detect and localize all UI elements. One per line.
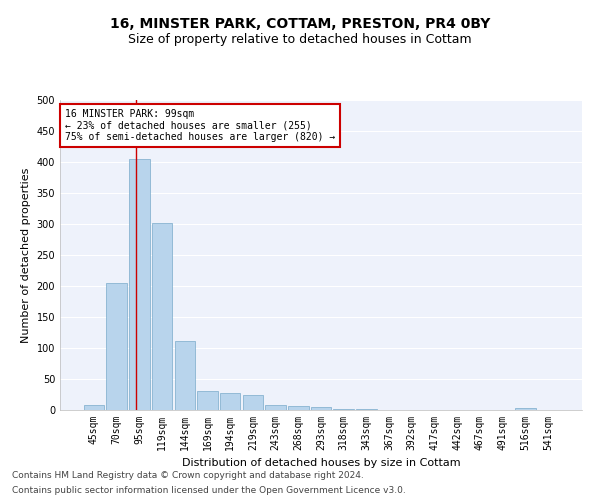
Bar xyxy=(242,394,263,410)
Text: 16, MINSTER PARK, COTTAM, PRESTON, PR4 0BY: 16, MINSTER PARK, COTTAM, PRESTON, PR4 0… xyxy=(110,18,490,32)
Bar xyxy=(84,405,104,410)
Bar xyxy=(288,406,308,410)
Text: 16 MINSTER PARK: 99sqm
← 23% of detached houses are smaller (255)
75% of semi-de: 16 MINSTER PARK: 99sqm ← 23% of detached… xyxy=(65,110,335,142)
Bar xyxy=(106,283,127,410)
Bar xyxy=(197,392,218,410)
Y-axis label: Number of detached properties: Number of detached properties xyxy=(21,168,31,342)
Text: Contains HM Land Registry data © Crown copyright and database right 2024.: Contains HM Land Registry data © Crown c… xyxy=(12,471,364,480)
Bar xyxy=(152,223,172,410)
Bar xyxy=(515,408,536,410)
Bar xyxy=(265,405,286,410)
Bar xyxy=(175,340,195,410)
Text: Size of property relative to detached houses in Cottam: Size of property relative to detached ho… xyxy=(128,32,472,46)
Bar xyxy=(334,409,354,410)
X-axis label: Distribution of detached houses by size in Cottam: Distribution of detached houses by size … xyxy=(182,458,460,468)
Bar xyxy=(129,159,149,410)
Text: Contains public sector information licensed under the Open Government Licence v3: Contains public sector information licen… xyxy=(12,486,406,495)
Bar xyxy=(311,407,331,410)
Bar xyxy=(220,394,241,410)
